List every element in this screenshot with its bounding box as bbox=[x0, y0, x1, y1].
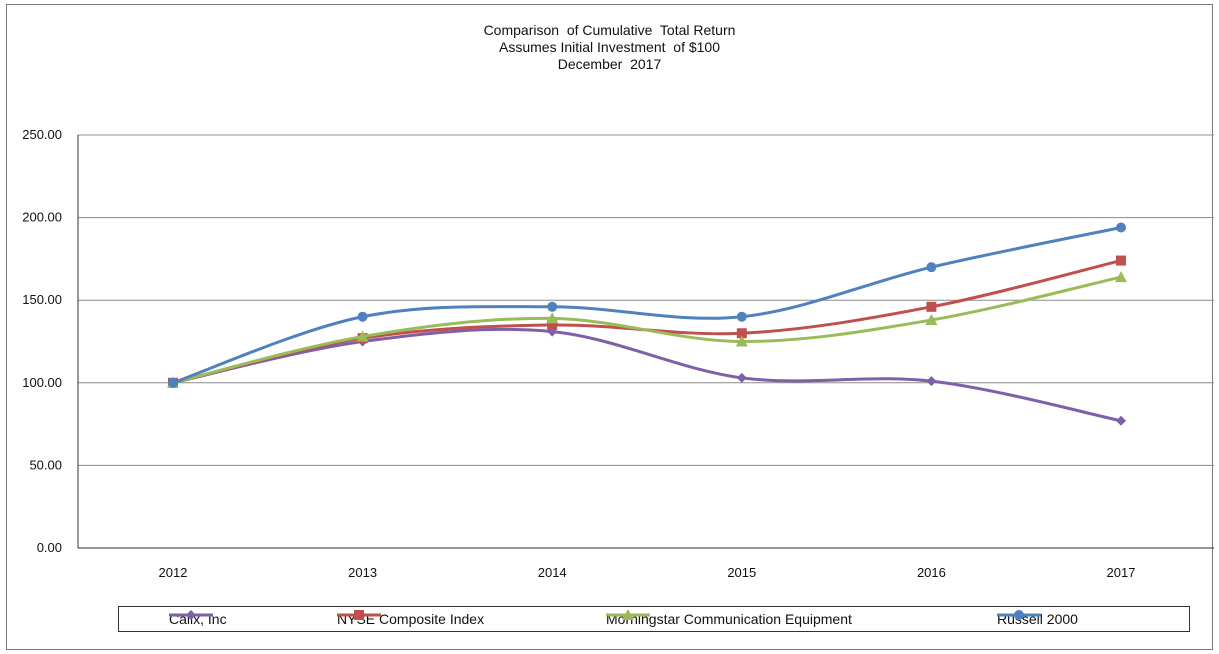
point-morningstar-communication-equipment-2015 bbox=[735, 335, 748, 347]
y-tick-label-3: 150.00 bbox=[22, 292, 62, 307]
series-line-nyse-composite-index bbox=[172, 259, 1122, 385]
x-tick-label-2014: 2014 bbox=[538, 565, 567, 580]
y-tick-label-1: 50.00 bbox=[29, 457, 62, 472]
series-line-calix-inc bbox=[172, 327, 1122, 423]
y-tick-label-4: 200.00 bbox=[22, 210, 62, 225]
series-line-morningstar-communication-equipment bbox=[172, 275, 1122, 385]
legend-swatch-morningstar bbox=[606, 609, 650, 620]
point-russell-2000-2015 bbox=[736, 311, 747, 322]
point-nyse-composite-index-2017 bbox=[1116, 255, 1126, 266]
legend-item-morningstar: Morningstar Communication Equipment bbox=[606, 607, 852, 631]
point-nyse-composite-index-2015 bbox=[736, 328, 747, 339]
legend-item-russell: Russell 2000 bbox=[997, 607, 1078, 631]
legend-label-morningstar: Morningstar Communication Equipment bbox=[606, 611, 852, 627]
chart-title-line-3: December 2017 bbox=[557, 56, 662, 72]
point-russell-2000-2014 bbox=[547, 301, 558, 312]
chart-title: Comparison of Cumulative Total Return As… bbox=[0, 22, 1219, 73]
chart-title-line-2: Assumes Initial Investment of $100 bbox=[499, 39, 720, 55]
point-calix-inc-2017 bbox=[1116, 415, 1126, 426]
y-tick-label-5: 250.00 bbox=[22, 127, 62, 142]
legend-swatch-calix bbox=[169, 610, 213, 620]
point-russell-2000-2016 bbox=[926, 262, 937, 273]
chart-legend: Calix, Inc NYSE Composite Index Mornings… bbox=[118, 606, 1190, 632]
x-tick-label-2017: 2017 bbox=[1107, 565, 1136, 580]
point-morningstar-communication-equipment-2014 bbox=[546, 312, 559, 324]
y-tick-label-2: 100.00 bbox=[22, 375, 62, 390]
point-calix-inc-2015 bbox=[736, 372, 747, 383]
point-morningstar-communication-equipment-2016 bbox=[925, 314, 938, 326]
x-tick-label-2012: 2012 bbox=[159, 565, 188, 580]
x-tick-label-2016: 2016 bbox=[917, 565, 946, 580]
legend-swatch-nyse bbox=[337, 610, 381, 620]
x-tick-label-2015: 2015 bbox=[727, 565, 756, 580]
legend-item-nyse: NYSE Composite Index bbox=[337, 607, 484, 631]
chart-title-line-1: Comparison of Cumulative Total Return bbox=[483, 22, 736, 38]
y-tick-label-0: 0.00 bbox=[37, 540, 62, 555]
x-tick-label-2013: 2013 bbox=[348, 565, 377, 580]
series-line-russell-2000 bbox=[172, 226, 1122, 385]
point-morningstar-communication-equipment-2013 bbox=[356, 330, 369, 342]
point-calix-inc-2016 bbox=[926, 376, 937, 387]
legend-swatch-russell bbox=[997, 610, 1041, 620]
legend-item-calix: Calix, Inc bbox=[169, 607, 227, 631]
point-russell-2000-2013 bbox=[357, 311, 368, 322]
point-nyse-composite-index-2016 bbox=[926, 301, 937, 312]
point-russell-2000-2017 bbox=[1116, 222, 1126, 233]
point-morningstar-communication-equipment-2017 bbox=[1115, 271, 1127, 283]
point-nyse-composite-index-2014 bbox=[547, 319, 558, 330]
point-russell-2000-2012 bbox=[168, 377, 178, 388]
